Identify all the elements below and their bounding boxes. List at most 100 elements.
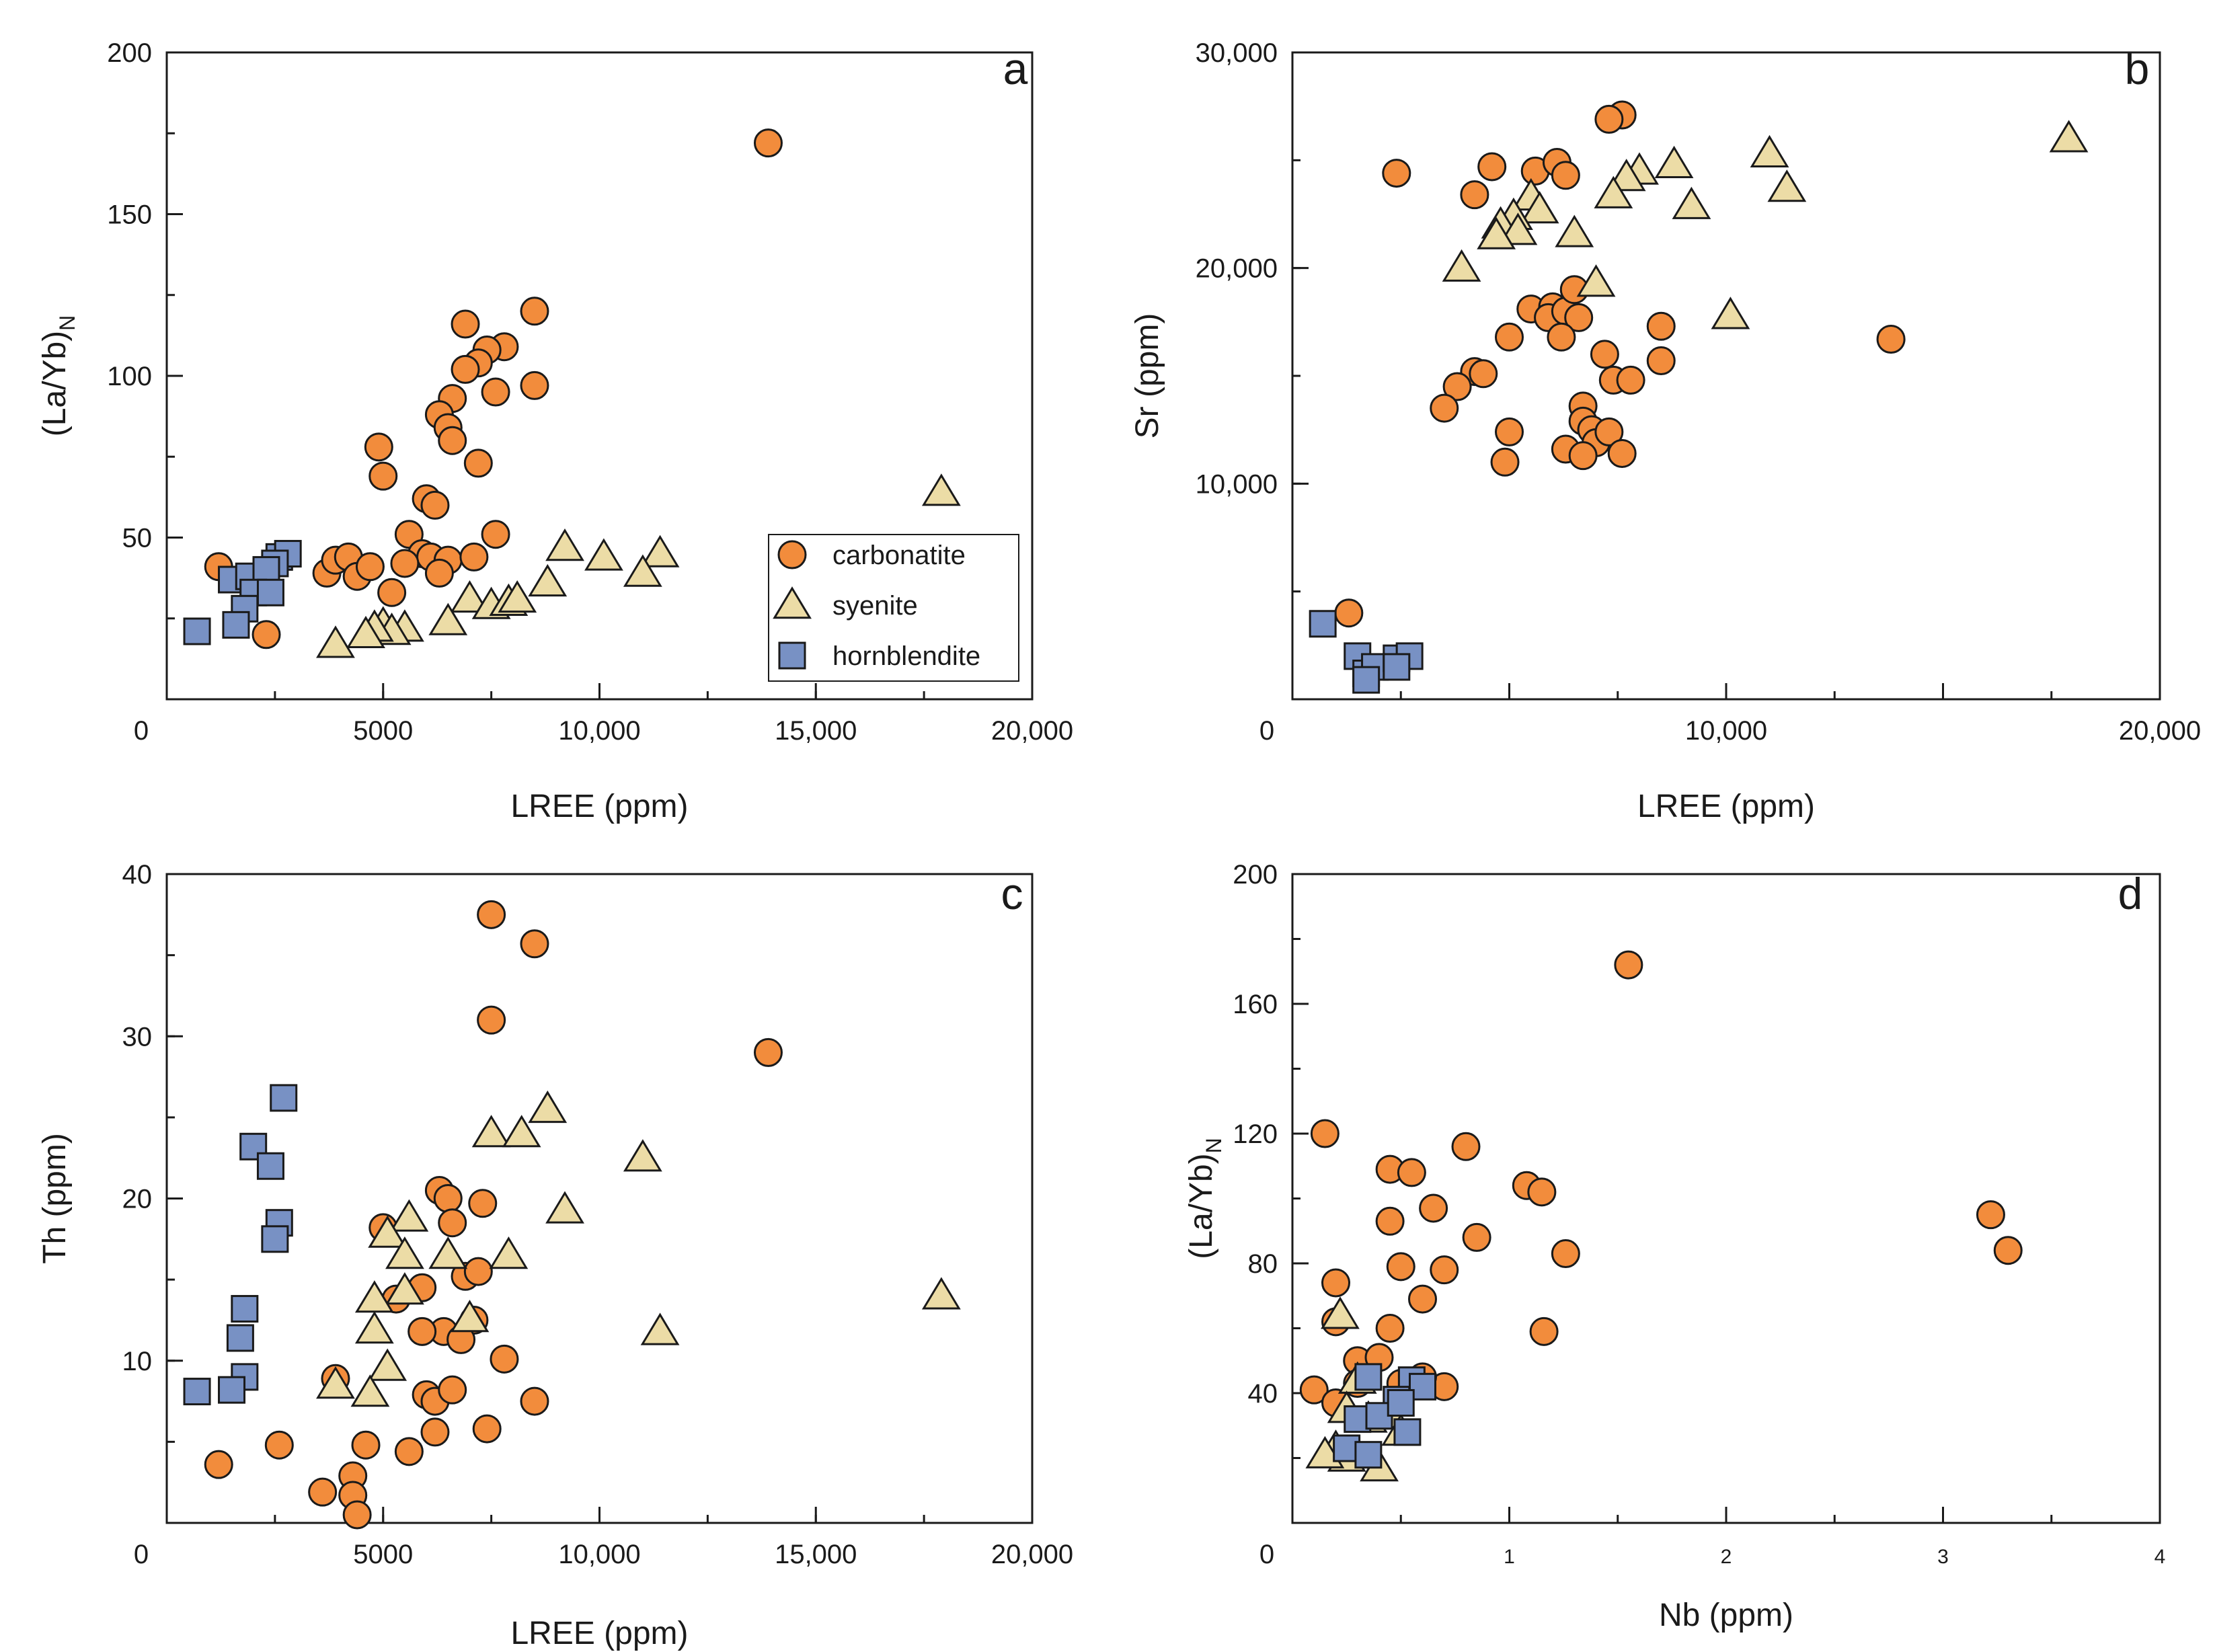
syenite-point [1750,134,1789,167]
panel-b-chart: 10,000 20,000 0 10,000 20,000 30,000 LREE (ppm… [1130,38,2201,824]
hornblendite-point [226,1324,254,1352]
syenite-point [1321,1296,1360,1329]
carbonatite-point [1408,1284,1437,1314]
carbonatite-point [264,1430,294,1460]
syenite-point [368,1348,407,1381]
syenite-point [545,528,584,561]
hornblendite-point [231,1295,259,1323]
hornblendite-point [256,1152,284,1180]
carbonatite-point [1430,393,1459,423]
hornblendite-point [256,578,284,606]
syenite-point [1555,214,1594,247]
syenite-point [640,535,680,567]
syenite-point [1498,212,1538,245]
legend-hornblendite-marker [778,641,806,670]
y-tick-label: 80 [1248,1249,1278,1279]
x-axis-label: LREE (ppm) [510,789,688,824]
carbonatite-point [1551,1239,1580,1269]
syenite-point [316,1366,355,1399]
origin-label: 0 [134,716,149,746]
carbonatite-point [1386,1252,1415,1282]
x-tick-label: 10,000 [558,1540,640,1569]
syenite-point [623,554,662,587]
carbonatite-point [459,542,489,572]
carbonatite-point [463,448,493,478]
y-tick-label: 20,000 [1196,254,1278,284]
x-tick-label: 4 [2154,1546,2166,1568]
carbonatite-point [1382,159,1411,188]
carbonatite-point [394,1437,424,1466]
syenite-point [1606,159,1646,192]
hornblendite-point [1383,653,1411,681]
carbonatite-point [520,929,549,959]
hornblendite-point [222,611,250,639]
hornblendite-point [218,1376,246,1404]
carbonatite-point [1375,1206,1405,1236]
panel-label: b [2125,44,2150,93]
y-tick-label: 40 [1248,1379,1278,1409]
carbonatite-point [1993,1236,2023,1265]
syenite-point [316,625,355,658]
carbonatite-point [1451,1132,1481,1161]
carbonatite-point [1477,152,1507,182]
origin-label: 0 [1259,1540,1274,1569]
carbonatite-point [438,1375,467,1405]
x-tick-label: 20,000 [2119,716,2201,746]
syenite-point [385,1236,424,1269]
carbonatite-point [468,1189,498,1218]
syenite-point [471,1115,511,1148]
syenite-point [1654,145,1694,178]
legend-syenite-label: syenite [832,591,918,621]
panel-c-chart: 5000 10,000 15,000 20,000 0 10 20 30 40 LREE (ppm… [37,860,1073,1651]
syenite-point [1442,249,1481,282]
carbonatite-point [420,1417,450,1447]
x-tick-label: 1 [1504,1546,1515,1568]
syenite-point [1594,175,1633,208]
carbonatite-point [1594,104,1624,134]
y-tick-label: 30,000 [1196,38,1278,68]
hornblendite-point [183,617,211,645]
panel-a-chart: 5000 10,000 15,000 20,000 0 50 100 150 200 LREE (… [37,38,1073,824]
carbonatite-point [355,552,385,582]
syenite-point [1711,297,1750,329]
carbonatite-point [1375,1314,1405,1343]
carbonatite-point [463,1257,493,1286]
carbonatite-point [451,309,480,339]
carbonatite-point [472,1414,502,1444]
carbonatite-point [481,520,510,549]
carbonatite-point [1529,1316,1559,1346]
carbonatite-point [477,900,506,929]
carbonatite-point [753,1037,783,1067]
carbonatite-point [424,558,454,588]
carbonatite-point [1321,1268,1350,1298]
carbonatite-point [490,1344,519,1374]
panel-label: c [1001,869,1023,918]
carbonatite-point [1495,322,1524,352]
y-axis-label: Sr (ppm) [1130,313,1165,439]
x-tick-label: 10,000 [558,716,640,746]
carbonatite-point [520,370,549,400]
x-tick-label: 5000 [353,716,413,746]
carbonatite-point [1551,161,1580,190]
carbonatite-point [377,578,407,607]
x-axis-label: LREE (ppm) [1637,789,1815,824]
hornblendite-point [183,1378,211,1406]
y-tick-label: 160 [1233,990,1278,1019]
carbonatite-point [1876,324,1906,354]
syenite-point [584,538,623,571]
carbonatite-point [451,354,480,384]
carbonatite-point [407,1316,437,1346]
carbonatite-point [368,461,398,491]
syenite-point [1477,217,1516,249]
y-tick-label: 10 [122,1347,153,1376]
syenite-point [528,1090,568,1124]
carbonatite-point [1594,417,1624,446]
syenite-point [350,1374,390,1407]
carbonatite-point [1299,1375,1329,1405]
y-tick-label: 40 [122,860,153,890]
carbonatite-point [1527,1177,1557,1207]
syenite-point [428,1236,468,1269]
x-tick-label: 20,000 [991,716,1073,746]
carbonatite-point [1646,346,1676,376]
